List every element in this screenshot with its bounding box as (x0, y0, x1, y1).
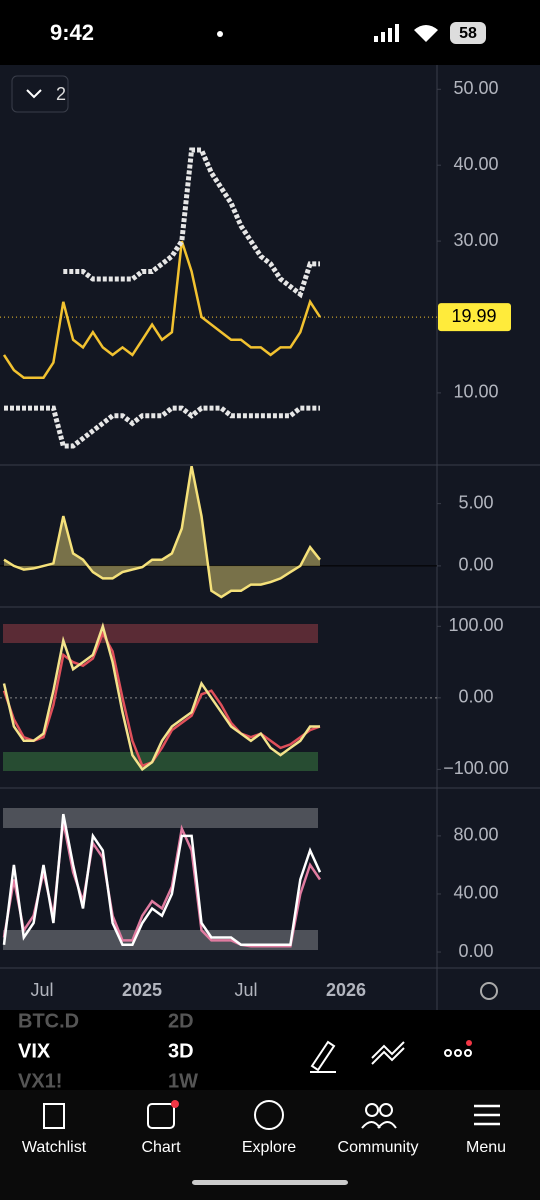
series-line (4, 405, 320, 449)
y-tick-label: 0.00 (458, 555, 493, 575)
series-line (3, 465, 321, 599)
x-tick-label: Jul (30, 980, 53, 1000)
y-tick-label: 40.00 (453, 154, 498, 174)
symbol: VX1! (18, 1070, 62, 1092)
nav-label[interactable]: Explore (242, 1139, 296, 1156)
y-tick-label: 50.00 (453, 78, 498, 98)
wifi (414, 25, 438, 42)
community-icon (361, 1103, 397, 1129)
y-tick-label: 0.00 (458, 941, 493, 961)
area (4, 466, 320, 597)
last-price-tag (438, 303, 511, 332)
nav-label[interactable]: Watchlist (22, 1139, 87, 1156)
series-line (2, 813, 322, 947)
more[interactable] (444, 1049, 472, 1057)
home-indicator (192, 1180, 348, 1185)
badge (466, 1040, 472, 1046)
badge (171, 1100, 179, 1108)
y-tick-label: 100.00 (448, 615, 503, 635)
nav-label[interactable]: Community (338, 1139, 419, 1156)
interval: 3D (168, 1040, 194, 1062)
overbought-zone (3, 624, 318, 643)
battery (450, 22, 486, 44)
dot (217, 31, 223, 37)
y-tick-label: 30.00 (453, 230, 498, 250)
series-line (2, 630, 321, 768)
interval: 1W (168, 1070, 198, 1092)
clock: 9:42 (50, 20, 94, 45)
chevron (26, 89, 42, 99)
symbol: BTC.D (18, 1010, 79, 1032)
series-line (2, 240, 322, 379)
explore-icon (254, 1100, 284, 1130)
symbol: VIX (18, 1040, 51, 1062)
interval: 2D (168, 1010, 194, 1032)
last-price-label: 19.99 (451, 306, 496, 326)
x-tick-label: 2026 (326, 980, 366, 1000)
y-tick-label: 10.00 (453, 382, 498, 402)
series-line (63, 147, 320, 299)
y-tick-label: 5.00 (458, 492, 493, 512)
chart-area (0, 65, 540, 1010)
nav-label[interactable]: Menu (466, 1139, 506, 1156)
legend-count: 2 (56, 84, 66, 104)
signal (374, 24, 399, 42)
nav-label[interactable]: Chart (141, 1139, 181, 1156)
legend-toggle[interactable] (11, 75, 69, 113)
chart-icon (147, 1103, 175, 1129)
indicators[interactable] (371, 1041, 405, 1065)
menu-icon (474, 1104, 500, 1126)
series-line (2, 622, 320, 772)
y-tick-label: 40.00 (453, 883, 498, 903)
x-tick-label: 2025 (122, 980, 162, 1000)
watchlist-icon (43, 1103, 65, 1129)
upper-zone (3, 808, 318, 828)
x-tick-label: Jul (234, 980, 257, 1000)
y-tick-label: 80.00 (453, 825, 498, 845)
y-tick-label: −100.00 (443, 758, 509, 778)
settings[interactable] (480, 982, 498, 1000)
draw-tool[interactable] (310, 1040, 336, 1073)
oversold-zone (3, 752, 318, 771)
y-tick-label: 0.00 (458, 687, 493, 707)
battery-level: 58 (459, 25, 477, 42)
